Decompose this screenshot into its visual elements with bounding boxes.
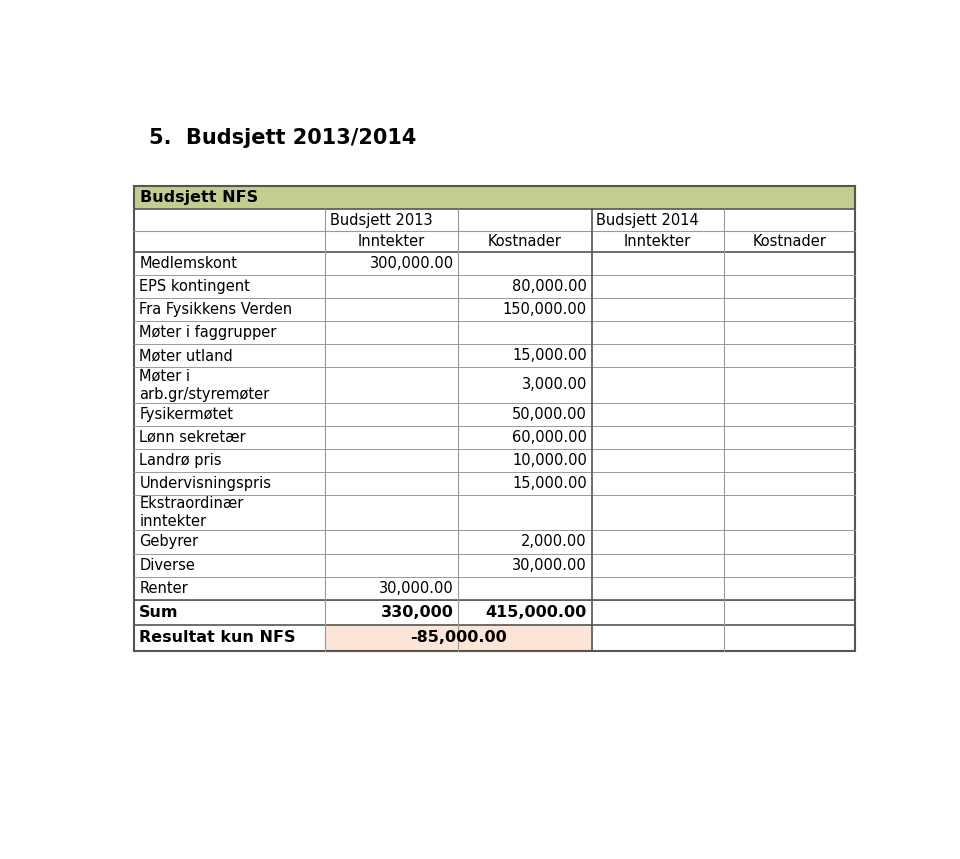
- Text: 5.  Budsjett 2013/2014: 5. Budsjett 2013/2014: [150, 128, 417, 148]
- Text: Lønn sekretær: Lønn sekretær: [139, 430, 246, 445]
- Text: Gebyrer: Gebyrer: [139, 534, 199, 550]
- Text: Undervisningspris: Undervisningspris: [139, 476, 272, 491]
- Text: Budsjett 2014: Budsjett 2014: [596, 213, 699, 228]
- Text: 60,000.00: 60,000.00: [512, 430, 587, 445]
- Text: Renter: Renter: [139, 581, 188, 595]
- Text: EPS kontingent: EPS kontingent: [139, 279, 251, 294]
- Text: Inntekter: Inntekter: [358, 234, 425, 249]
- Text: 50,000.00: 50,000.00: [512, 406, 587, 422]
- Text: 415,000.00: 415,000.00: [486, 605, 587, 620]
- Text: 150,000.00: 150,000.00: [503, 302, 587, 317]
- Polygon shape: [134, 186, 854, 210]
- Text: 3,000.00: 3,000.00: [521, 377, 587, 393]
- Text: arb.gr/styremøter: arb.gr/styremøter: [139, 387, 270, 402]
- Text: Budsjett 2013: Budsjett 2013: [329, 213, 432, 228]
- Text: 15,000.00: 15,000.00: [513, 348, 587, 363]
- Text: 2,000.00: 2,000.00: [521, 534, 587, 550]
- Text: 30,000.00: 30,000.00: [379, 581, 454, 595]
- Text: Møter utland: Møter utland: [139, 348, 233, 363]
- Text: Fra Fysikkens Verden: Fra Fysikkens Verden: [139, 302, 293, 317]
- Text: Møter i faggrupper: Møter i faggrupper: [139, 325, 276, 340]
- Text: Inntekter: Inntekter: [624, 234, 691, 249]
- Text: Sum: Sum: [139, 605, 179, 620]
- Text: Kostnader: Kostnader: [753, 234, 826, 249]
- Text: Medlemskont: Medlemskont: [139, 256, 237, 271]
- Text: 300,000.00: 300,000.00: [370, 256, 454, 271]
- Text: 10,000.00: 10,000.00: [512, 453, 587, 468]
- Text: 80,000.00: 80,000.00: [512, 279, 587, 294]
- Polygon shape: [324, 625, 591, 650]
- Text: inntekter: inntekter: [139, 515, 206, 529]
- Text: Ekstraordinær: Ekstraordinær: [139, 496, 244, 511]
- Text: Landrø pris: Landrø pris: [139, 453, 222, 468]
- Polygon shape: [134, 210, 854, 650]
- Text: 15,000.00: 15,000.00: [513, 476, 587, 491]
- Text: Kostnader: Kostnader: [488, 234, 562, 249]
- Text: Diverse: Diverse: [139, 557, 195, 573]
- Text: Fysikermøtet: Fysikermøtet: [139, 406, 233, 422]
- Text: 30,000.00: 30,000.00: [513, 557, 587, 573]
- Text: Budsjett NFS: Budsjett NFS: [140, 191, 258, 205]
- Text: Møter i: Møter i: [139, 369, 190, 383]
- Text: -85,000.00: -85,000.00: [410, 631, 507, 645]
- Text: 330,000: 330,000: [381, 605, 454, 620]
- Text: Resultat kun NFS: Resultat kun NFS: [139, 631, 296, 645]
